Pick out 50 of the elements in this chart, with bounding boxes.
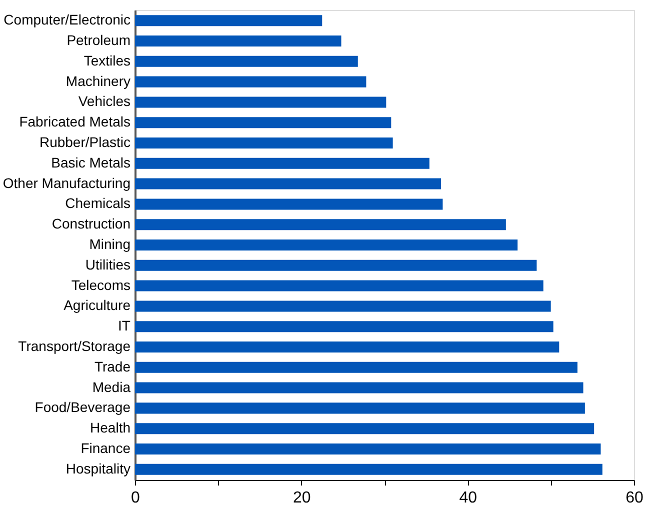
y-tick-label: Hospitality (66, 460, 130, 476)
y-tick-label: Computer/Electronic (4, 12, 130, 28)
bar (135, 300, 551, 312)
y-tick-label: Petroleum (66, 32, 130, 48)
bar (135, 443, 601, 454)
bar (135, 423, 594, 434)
y-tick-label: Fabricated Metals (19, 114, 130, 130)
x-tick-label: 40 (459, 490, 478, 506)
y-tick-label: Textiles (84, 52, 130, 68)
bar (135, 96, 386, 108)
bar (135, 117, 392, 128)
y-tick-label: Machinery (66, 72, 130, 89)
bar (135, 341, 560, 353)
bar (135, 362, 578, 373)
bar (135, 321, 554, 332)
bar (135, 260, 537, 271)
bar (135, 464, 602, 475)
y-tick-label: Rubber/Plastic (39, 134, 130, 150)
bar (135, 56, 358, 67)
bar (135, 198, 443, 210)
y-tick-label: Trade (94, 358, 131, 374)
y-tick-label: Food/Beverage (34, 399, 131, 416)
y-tick-label: Basic Metals (51, 154, 130, 170)
bar (135, 382, 584, 394)
y-tick-label: Vehicles (78, 93, 130, 110)
y-tick-label: Telecoms (71, 276, 130, 293)
y-tick-label: Mining (89, 236, 130, 252)
y-tick-label: Finance (80, 440, 131, 456)
bar (135, 15, 322, 26)
y-tick-label: Chemicals (65, 195, 130, 212)
bar (135, 76, 366, 88)
y-tick-label: Agriculture (64, 297, 131, 314)
bar (135, 137, 393, 149)
bar (135, 158, 430, 169)
x-tick-label: 20 (292, 490, 311, 506)
bar (135, 219, 506, 230)
y-tick-label: Utilities (85, 256, 130, 272)
y-tick-label: Transport/Storage (18, 338, 131, 354)
bar (135, 402, 585, 414)
bar (135, 239, 518, 251)
bar (135, 178, 442, 190)
y-tick-label: Other Manufacturing (2, 174, 130, 191)
y-tick-label: IT (118, 318, 131, 334)
y-tick-label: Media (92, 378, 131, 395)
y-tick-label: Health (90, 420, 130, 436)
x-tick-label: 60 (626, 490, 644, 506)
bar (135, 36, 342, 47)
bar (135, 280, 544, 292)
x-tick-label: 0 (131, 490, 140, 506)
y-tick-label: Construction (52, 216, 130, 232)
